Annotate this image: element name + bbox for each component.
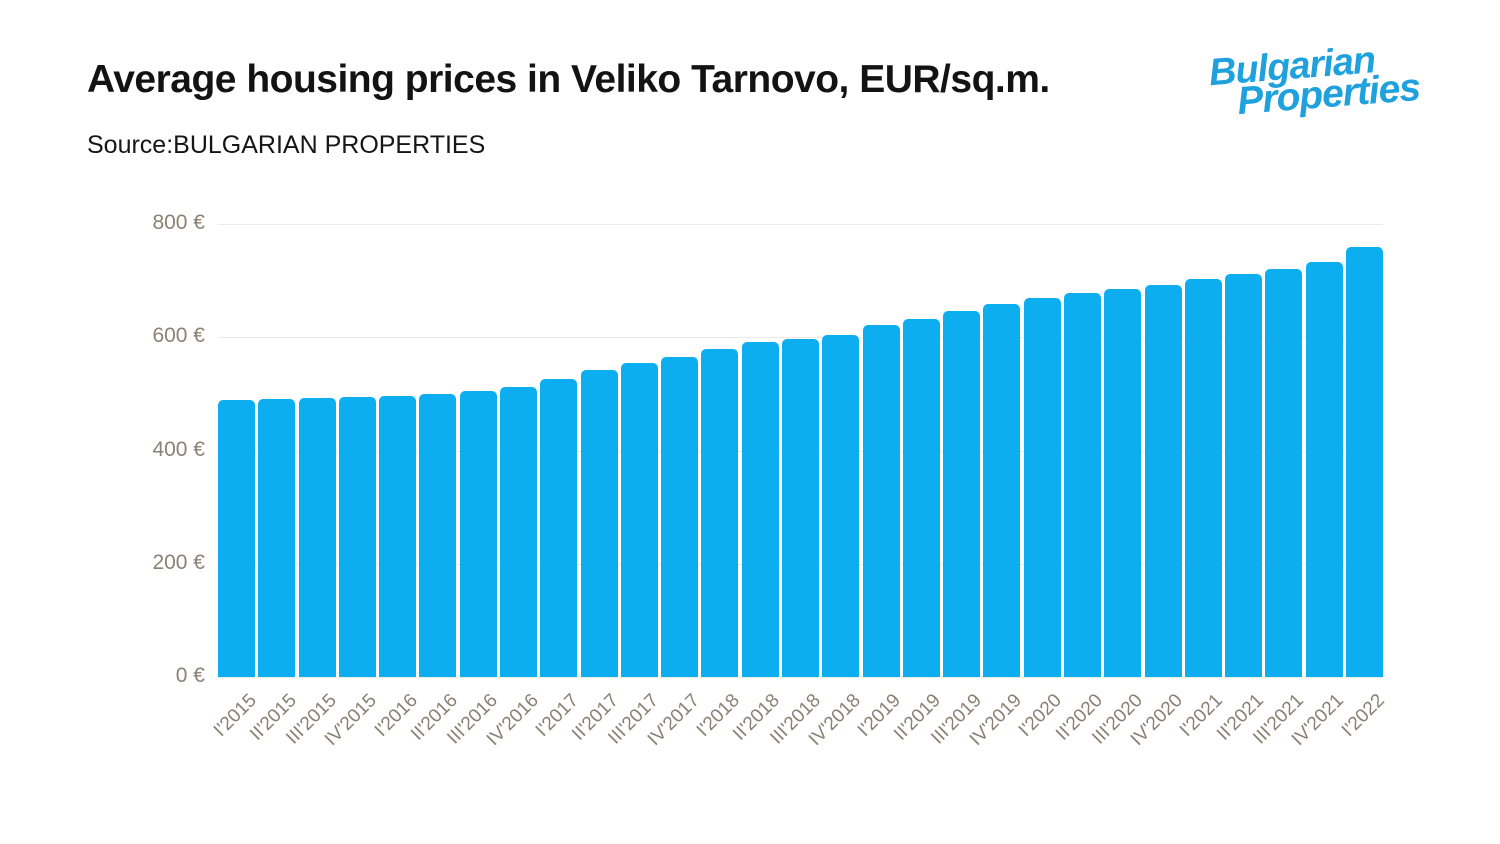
bar [419, 393, 457, 677]
bar [1265, 268, 1303, 677]
chart-title: Average housing prices in Veliko Tarnovo… [87, 58, 1050, 101]
bar [1023, 298, 1061, 677]
bar [1225, 274, 1263, 677]
bar [298, 398, 336, 677]
bar [862, 325, 900, 677]
bar [338, 397, 376, 677]
bar [1305, 261, 1343, 677]
bar [1064, 293, 1101, 677]
bar [741, 342, 779, 677]
bar [822, 335, 860, 677]
bar [500, 386, 537, 677]
y-axis-tick-label: 0 € [175, 664, 205, 687]
y-axis-tick-label: 200 € [152, 550, 205, 574]
bar [1346, 247, 1383, 677]
bar [782, 338, 819, 677]
gridline [218, 337, 1383, 339]
bar [218, 400, 255, 677]
gridline [218, 224, 1383, 225]
bar [701, 349, 739, 677]
bar [1144, 284, 1182, 677]
bar [661, 357, 699, 677]
bulgarian-properties-logo: Bulgarian Properties [1207, 38, 1421, 123]
bar [540, 379, 578, 677]
bar [1184, 278, 1222, 677]
bar [943, 310, 981, 677]
bar [620, 363, 658, 677]
bar [258, 398, 296, 677]
x-axis-tick-label: I'2022 [1337, 690, 1389, 742]
bar [379, 396, 417, 677]
bar [1104, 288, 1142, 677]
bar [580, 369, 618, 677]
y-axis-tick-label: 800 € [152, 211, 205, 234]
source-label: Source:BULGARIAN PROPERTIES [87, 131, 486, 159]
gridline [218, 677, 1383, 678]
plot-area [218, 224, 1383, 678]
y-axis-tick-label: 600 € [152, 324, 205, 348]
y-axis-tick-label: 400 € [152, 437, 205, 461]
bar [459, 391, 497, 677]
bar [902, 318, 940, 677]
bar [983, 303, 1021, 677]
